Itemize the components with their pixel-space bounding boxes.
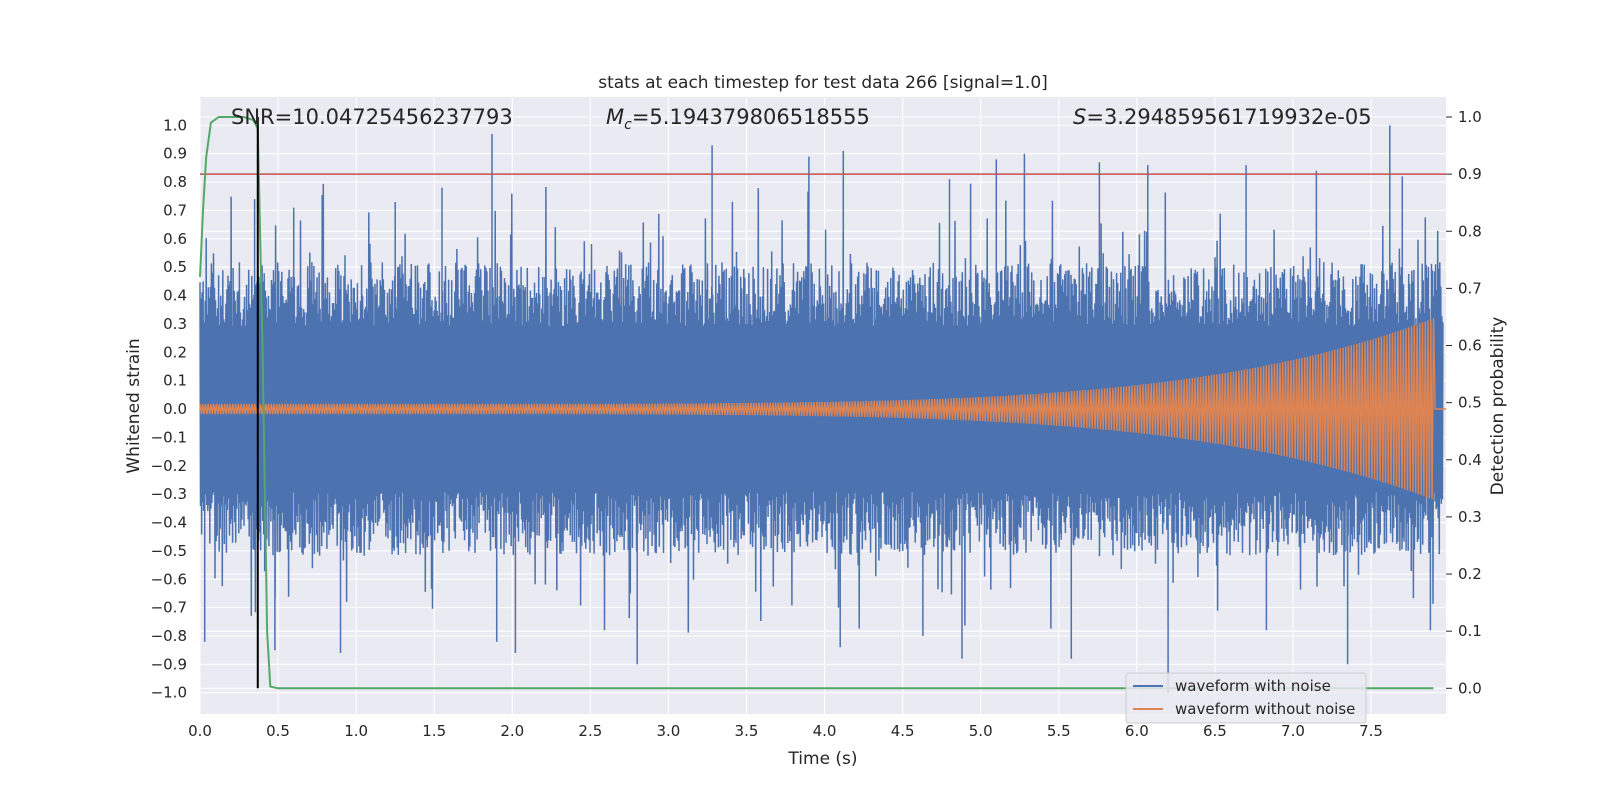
y-left-tick-label: −0.3 bbox=[151, 485, 187, 503]
y-left-tick-label: 0.0 bbox=[163, 400, 187, 418]
x-axis-label: Time (s) bbox=[787, 749, 857, 769]
y-left-tick-label: 0.7 bbox=[163, 201, 187, 219]
series-waveform-with-noise bbox=[199, 125, 1444, 693]
x-tick-label: 1.5 bbox=[422, 722, 446, 740]
x-tick-label: 3.5 bbox=[735, 722, 759, 740]
series-waveform-without-noise bbox=[199, 318, 1446, 500]
y-left-tick-label: 0.3 bbox=[163, 315, 187, 333]
y-right-tick-label: 0.3 bbox=[1458, 508, 1482, 526]
s-value: =3.294859561719932e-05 bbox=[1086, 105, 1371, 129]
y-left-tick-label: 0.2 bbox=[163, 343, 187, 361]
chirp-mass-symbol: M bbox=[606, 105, 624, 129]
x-tick-label: 3.0 bbox=[656, 722, 680, 740]
x-tick-label: 7.5 bbox=[1359, 722, 1383, 740]
x-tick-label: 7.0 bbox=[1281, 722, 1305, 740]
y-left-tick-label: −1.0 bbox=[151, 684, 187, 702]
y-right-tick-label: 0.1 bbox=[1458, 622, 1482, 640]
legend: waveform with noise waveform without noi… bbox=[1125, 672, 1367, 724]
series-detection-probability bbox=[199, 116, 1434, 690]
tick-labels: 0.0 0.5 1.0 1.5 2.0 2.5 3.0 3.5 4.0 4.5 5.0 5.5 6.0 6… bbox=[151, 108, 1482, 740]
y-axis-left-label: Whitened strain bbox=[124, 338, 144, 473]
chirp-mass-annotation: Mc=5.194379806518555 bbox=[606, 105, 870, 133]
x-tick-label: 2.0 bbox=[500, 722, 524, 740]
x-tick-label: 0.0 bbox=[188, 722, 212, 740]
y-left-tick-label: −0.2 bbox=[151, 457, 187, 475]
y-right-tick-label: 0.8 bbox=[1458, 222, 1482, 240]
y-left-tick-label: −0.9 bbox=[151, 655, 187, 673]
y-left-tick-label: 0.1 bbox=[163, 372, 187, 390]
x-tick-label: 1.0 bbox=[344, 722, 368, 740]
legend-label-clean: waveform without noise bbox=[1175, 700, 1355, 718]
y-right-tick-label: 0.2 bbox=[1458, 565, 1482, 583]
x-tick-label: 4.5 bbox=[891, 722, 915, 740]
y-right-tick-label: 0.9 bbox=[1458, 165, 1482, 183]
y-left-tick-label: 0.6 bbox=[163, 230, 187, 248]
x-tick-label: 6.5 bbox=[1203, 722, 1227, 740]
y-left-tick-label: 0.4 bbox=[163, 287, 187, 305]
y-left-tick-label: −0.6 bbox=[151, 570, 187, 588]
y-left-tick-label: −0.4 bbox=[151, 514, 187, 532]
y-left-tick-label: −0.1 bbox=[151, 428, 187, 446]
x-tick-label: 5.0 bbox=[969, 722, 993, 740]
data-series bbox=[199, 116, 1446, 693]
s-annotation: S=3.294859561719932e-05 bbox=[1073, 105, 1372, 129]
legend-box bbox=[1125, 672, 1367, 724]
legend-label-noise: waveform with noise bbox=[1175, 677, 1331, 695]
y-left-tick-label: 0.9 bbox=[163, 145, 187, 163]
y-left-tick-label: −0.8 bbox=[151, 627, 187, 645]
x-tick-label: 4.0 bbox=[813, 722, 837, 740]
chirp-mass-subscript: c bbox=[624, 117, 632, 133]
x-tick-label: 2.5 bbox=[578, 722, 602, 740]
y-left-tick-label: 1.0 bbox=[163, 116, 187, 134]
y-right-tick-label: 0.7 bbox=[1458, 279, 1482, 297]
y-left-tick-label: 0.5 bbox=[163, 258, 187, 276]
y-left-tick-label: −0.5 bbox=[151, 542, 187, 560]
chirp-mass-value: =5.194379806518555 bbox=[632, 105, 870, 129]
snr-annotation: SNR=10.04725456237793 bbox=[231, 105, 513, 129]
x-tick-label: 6.0 bbox=[1125, 722, 1149, 740]
s-symbol: S bbox=[1073, 105, 1086, 129]
x-tick-label: 5.5 bbox=[1047, 722, 1071, 740]
y-axis-right-label: Detection probability bbox=[1488, 317, 1508, 496]
chart-title: stats at each timestep for test data 266… bbox=[598, 73, 1048, 93]
y-left-tick-label: −0.7 bbox=[151, 599, 187, 617]
x-tick-label: 0.5 bbox=[266, 722, 290, 740]
y-right-tick-label: 0.4 bbox=[1458, 451, 1482, 469]
y-right-tick-label: 0.6 bbox=[1458, 337, 1482, 355]
y-right-tick-label: 0.5 bbox=[1458, 394, 1482, 412]
y-right-tick-label: 0.0 bbox=[1458, 679, 1482, 697]
y-right-tick-label: 1.0 bbox=[1458, 108, 1482, 126]
y-left-tick-label: 0.8 bbox=[163, 173, 187, 191]
